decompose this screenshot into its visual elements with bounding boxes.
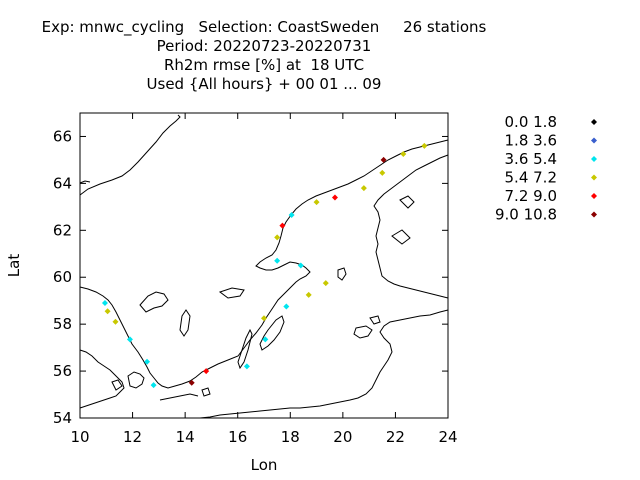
lake-vanern [139, 291, 169, 313]
legend-marker [591, 211, 597, 218]
x-tick-label: 10 [70, 428, 89, 446]
station-marker [243, 363, 250, 370]
legend-label: 5.4 7.2 [505, 169, 557, 187]
coastline-zealand [127, 371, 145, 389]
x-tick-label: 22 [386, 428, 405, 446]
y-tick-label: 64 [53, 174, 72, 192]
y-axis-label: Lat [5, 254, 23, 278]
station-marker [126, 336, 133, 343]
legend: 0.0 1.81.8 3.63.6 5.45.4 7.27.2 9.09.0 1… [495, 113, 597, 224]
coastline-bornholm [201, 387, 211, 397]
axis-ticks: 10 12 14 16 18 20 22 24 54 56 58 60 62 64 66 Lon Lat [5, 113, 458, 474]
coastline-hiiumaa [369, 315, 381, 325]
station-marker [331, 194, 338, 201]
lake-finland-2 [391, 229, 411, 245]
coastline-aland [337, 267, 347, 281]
station-points [101, 142, 428, 389]
lake-vattern [179, 309, 191, 337]
station-marker [380, 156, 387, 163]
legend-label: 3.6 5.4 [505, 150, 557, 168]
station-marker [274, 234, 281, 241]
y-tick-label: 60 [53, 268, 72, 286]
plot-frame [79, 112, 449, 419]
legend-marker [591, 156, 597, 162]
coastline-norway-south [79, 114, 181, 196]
x-tick-label: 20 [333, 428, 352, 446]
station-marker [101, 300, 108, 307]
legend-marker [591, 137, 597, 144]
y-tick-label: 66 [53, 127, 72, 145]
legend-label: 0.0 1.8 [505, 113, 557, 131]
coastlines [79, 114, 449, 419]
station-marker [262, 336, 269, 343]
y-tick-label: 56 [53, 362, 72, 380]
coastline-gotland [259, 315, 285, 351]
coastline-finland [373, 154, 449, 299]
station-marker [112, 318, 119, 325]
title-line-2: Period: 20220723-20220731 [156, 37, 372, 55]
coastline-germany [159, 393, 199, 401]
y-tick-label: 62 [53, 221, 72, 239]
station-marker [305, 291, 312, 298]
station-marker [322, 280, 329, 287]
title-line-4: Used {All hours} + 00 01 ... 09 [146, 75, 382, 93]
legend-label: 9.0 10.8 [495, 206, 557, 224]
station-marker [283, 303, 290, 310]
coastline-estonia [199, 309, 449, 419]
lake-finland-1 [399, 195, 415, 209]
station-marker [279, 222, 286, 229]
coastline-jutland [79, 349, 125, 409]
coastline-skagerrak [79, 139, 449, 389]
coastline-saaremaa [353, 325, 373, 339]
station-marker [421, 142, 428, 149]
station-marker [203, 368, 210, 375]
x-tick-label: 12 [123, 428, 142, 446]
station-marker [379, 169, 386, 176]
legend-marker [591, 193, 597, 199]
station-marker [313, 199, 320, 206]
station-marker [400, 151, 407, 158]
x-tick-label: 18 [281, 428, 300, 446]
station-marker [288, 212, 295, 219]
y-tick-label: 58 [53, 315, 72, 333]
lake-malaren [218, 287, 245, 299]
station-marker [144, 358, 151, 365]
x-axis-label: Lon [251, 456, 278, 474]
x-tick-label: 24 [438, 428, 457, 446]
station-marker [188, 379, 195, 386]
station-marker [274, 257, 281, 264]
station-marker [150, 382, 157, 389]
coastline-norway-west [79, 180, 91, 184]
legend-marker [591, 174, 597, 181]
title-line-3: Rh2m rmse [%] at 18 UTC [163, 56, 365, 74]
station-marker [104, 308, 111, 315]
x-tick-label: 14 [176, 428, 195, 446]
coastline-oland [237, 328, 253, 370]
coastline-funen [111, 379, 123, 391]
station-marker [297, 262, 304, 269]
legend-label: 7.2 9.0 [505, 187, 557, 205]
plot-border [79, 112, 449, 419]
y-tick-label: 54 [53, 409, 72, 427]
station-marker [261, 315, 267, 322]
title-line-1: Exp: mnwc_cycling Selection: CoastSweden… [41, 18, 487, 36]
x-tick-label: 16 [228, 428, 247, 446]
legend-marker [591, 119, 597, 125]
station-marker [360, 185, 367, 192]
legend-label: 1.8 3.6 [505, 132, 557, 150]
